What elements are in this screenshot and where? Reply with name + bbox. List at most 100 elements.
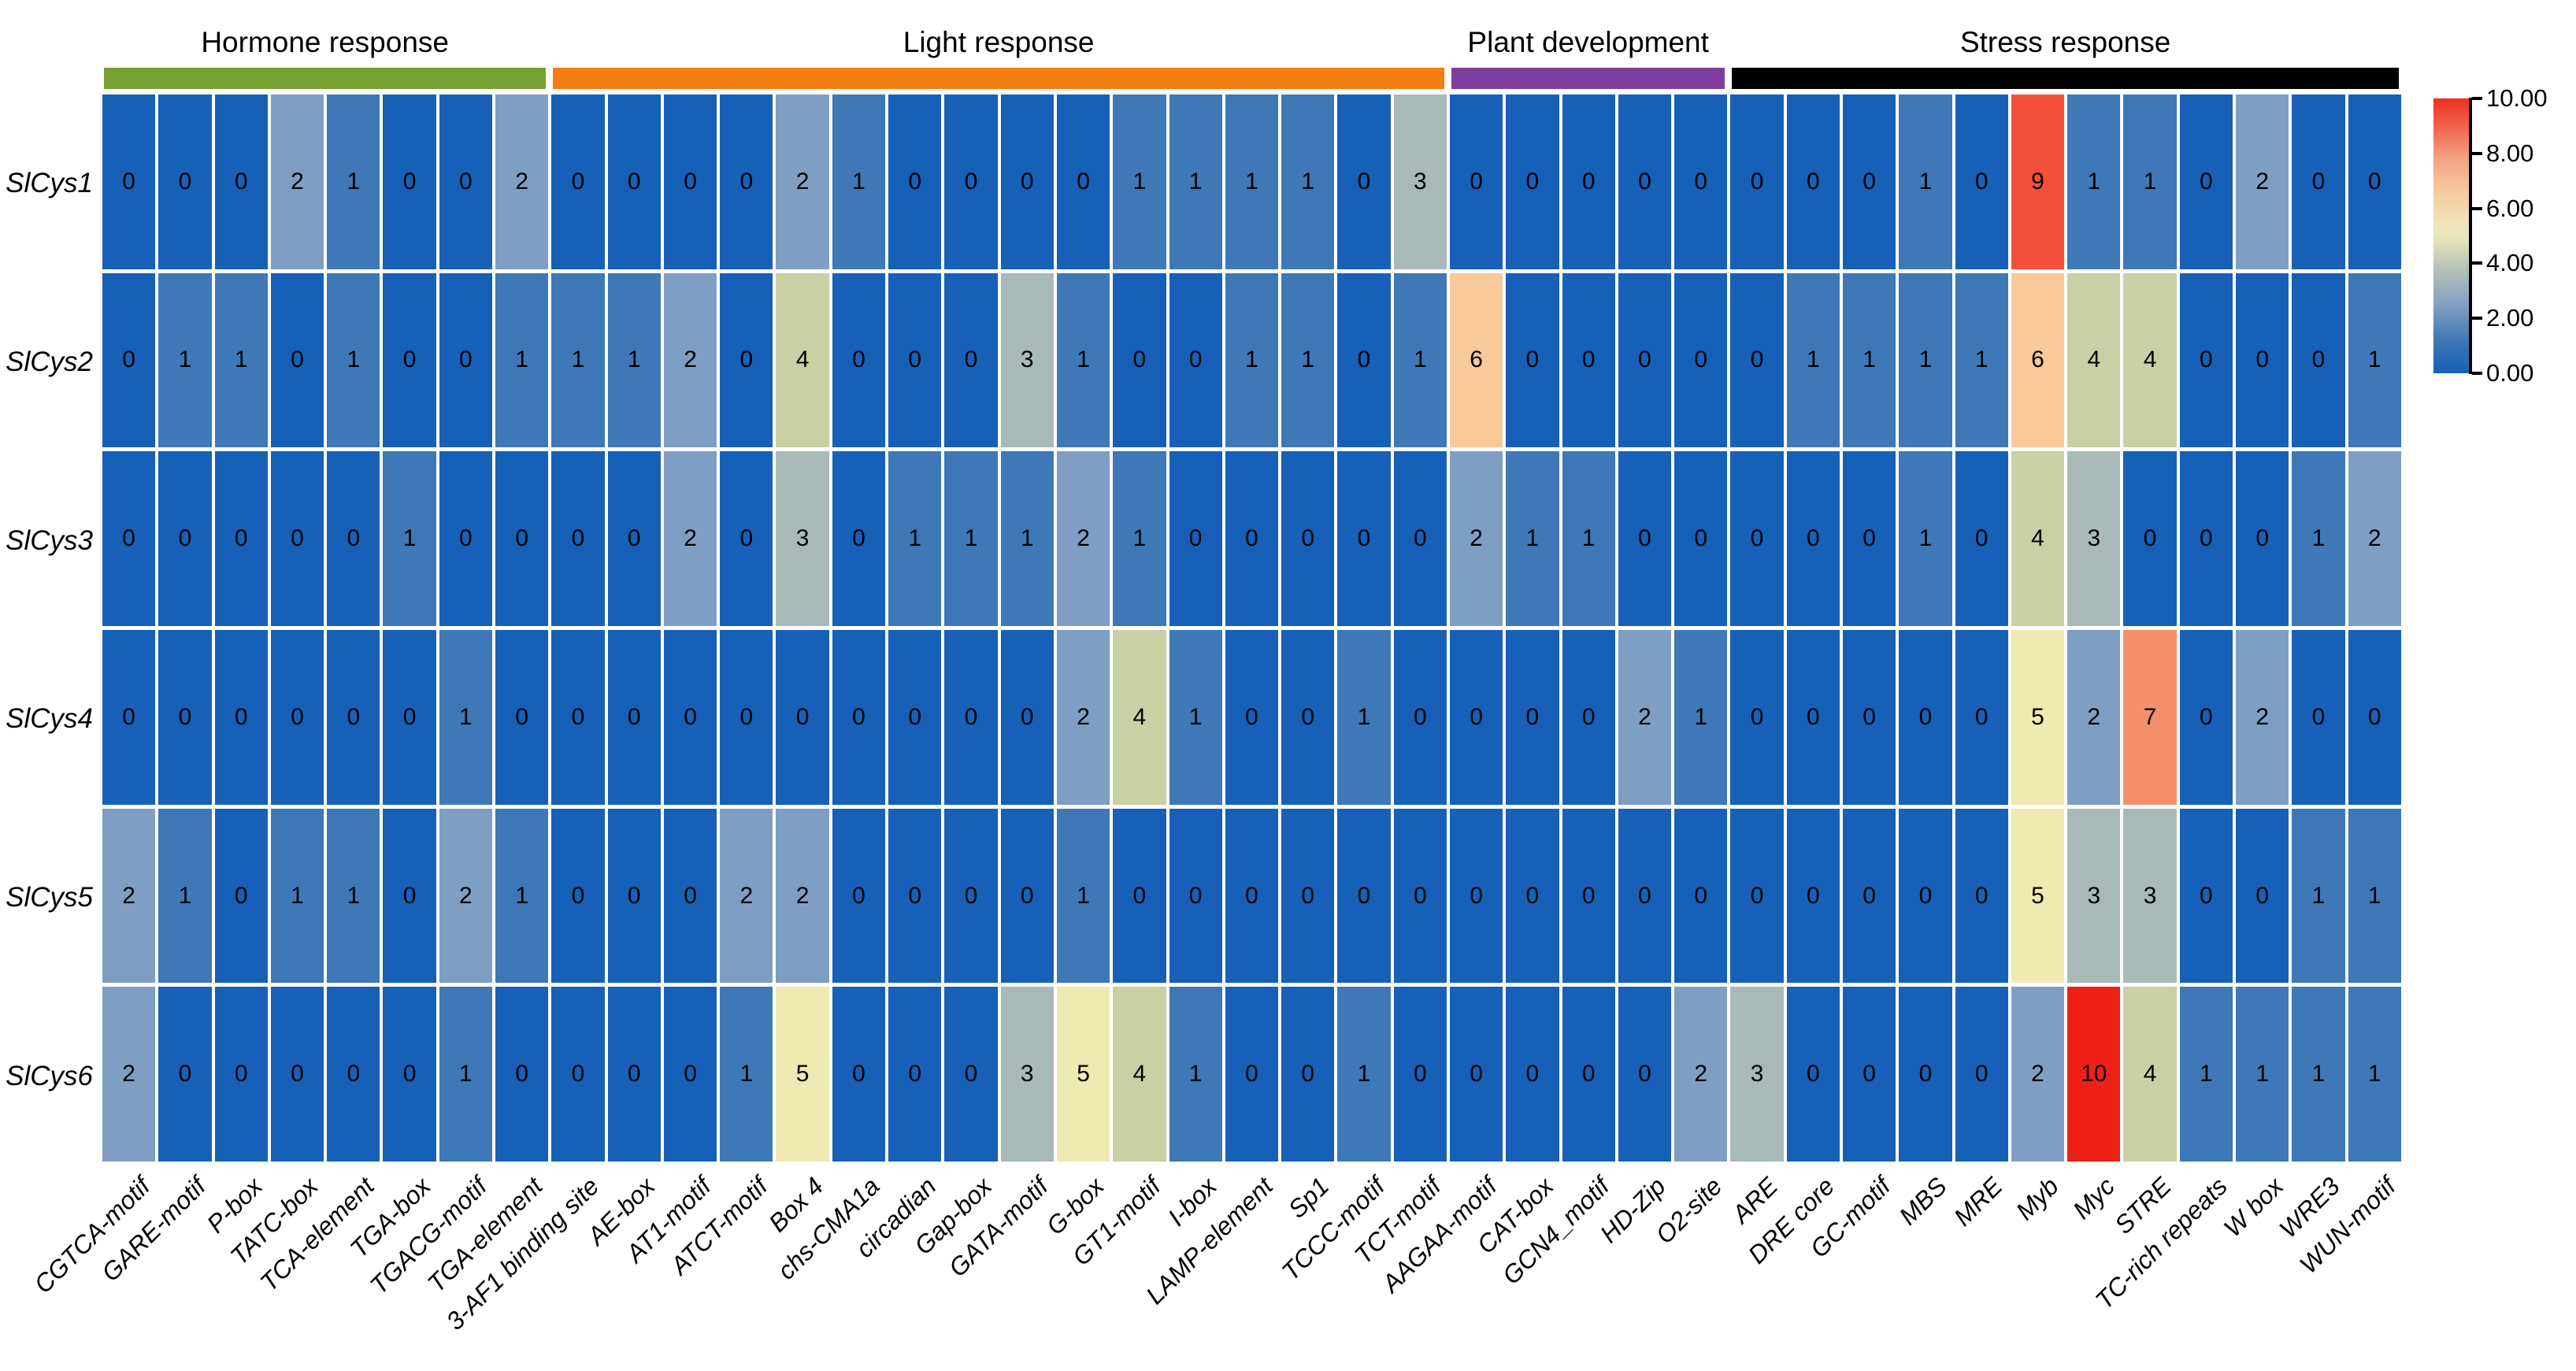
heatmap-cell: 2 <box>720 808 773 984</box>
heatmap-cell: 2 <box>1618 630 1672 805</box>
heatmap-cell: 0 <box>1506 630 1559 805</box>
heatmap-cell: 0 <box>2236 808 2289 984</box>
heatmap-cell: 0 <box>214 808 268 984</box>
heatmap-cell: 0 <box>383 987 436 1162</box>
heatmap-cell: 1 <box>607 272 661 448</box>
heatmap-cell: 0 <box>1730 630 1784 805</box>
heatmap-cell: 1 <box>2348 808 2401 984</box>
heatmap-cell: 0 <box>1786 451 1840 626</box>
heatmap-cell: 0 <box>1000 630 1054 805</box>
colorbar-tick-label: 4.00 <box>2486 249 2534 277</box>
heatmap-cell: 0 <box>1562 272 1615 448</box>
heatmap-cell: 0 <box>270 272 324 448</box>
heatmap-cell: 0 <box>1281 630 1335 805</box>
heatmap-cell: 0 <box>1169 272 1222 448</box>
category-bar-plant-development <box>1451 68 1725 89</box>
heatmap-cell: 1 <box>495 808 549 984</box>
heatmap-cell: 0 <box>1674 94 1728 269</box>
heatmap-cell: 0 <box>1730 808 1784 984</box>
heatmap-cell: 1 <box>158 272 212 448</box>
category-title: Hormone response <box>201 26 449 58</box>
heatmap-cell: 2 <box>776 808 829 984</box>
heatmap-cell: 1 <box>383 451 436 626</box>
heatmap-cell: 1 <box>1674 630 1728 805</box>
heatmap-cell: 1 <box>214 272 268 448</box>
heatmap-cell: 0 <box>2179 630 2233 805</box>
heatmap-cell: 0 <box>888 808 942 984</box>
colorbar-tick <box>2472 261 2482 265</box>
heatmap-cell: 2 <box>2011 987 2065 1162</box>
heatmap-cell: 1 <box>832 94 886 269</box>
heatmap-cell: 1 <box>1899 272 1952 448</box>
heatmap-cell: 0 <box>102 272 156 448</box>
category-title: Stress response <box>1959 26 2171 58</box>
heatmap-cell: 0 <box>832 630 886 805</box>
heatmap-cell: 0 <box>1000 94 1054 269</box>
colorbar-tick-label: 2.00 <box>2486 304 2534 332</box>
heatmap-cell: 1 <box>1169 94 1222 269</box>
heatmap-cell: 3 <box>2067 451 2121 626</box>
heatmap-cell: 0 <box>1674 272 1728 448</box>
heatmap-cell: 1 <box>1899 94 1952 269</box>
heatmap-cell: 1 <box>1113 451 1166 626</box>
heatmap-cell: 1 <box>2067 94 2121 269</box>
heatmap-cell: 1 <box>1281 272 1335 448</box>
heatmap-cell: 0 <box>888 94 942 269</box>
heatmap-cell: 0 <box>439 94 493 269</box>
heatmap-cell: 0 <box>1618 808 1672 984</box>
heatmap-cell: 0 <box>888 272 942 448</box>
heatmap-cell: 4 <box>2067 272 2121 448</box>
heatmap-cell: 1 <box>2348 272 2401 448</box>
heatmap-cell: 3 <box>2067 808 2121 984</box>
heatmap-cell: 0 <box>1562 808 1615 984</box>
heatmap-cell: 1 <box>1393 272 1447 448</box>
heatmap-cell: 4 <box>2123 272 2177 448</box>
heatmap-cell: 0 <box>102 630 156 805</box>
heatmap-cell: 0 <box>495 630 549 805</box>
heatmap-cell: 0 <box>1337 451 1391 626</box>
heatmap-cell: 1 <box>2292 451 2345 626</box>
heatmap-cell: 0 <box>1449 630 1503 805</box>
heatmap-cell: 2 <box>776 94 829 269</box>
heatmap-cell: 0 <box>214 630 268 805</box>
heatmap-cell: 1 <box>2348 987 2401 1162</box>
heatmap-cell: 0 <box>270 987 324 1162</box>
colorbar-gradient <box>2433 98 2469 373</box>
heatmap-cell: 1 <box>1337 630 1391 805</box>
heatmap-cell: 0 <box>214 451 268 626</box>
col-label-MBS: MBS <box>1892 1172 1952 1231</box>
heatmap-cell: 0 <box>1955 94 2008 269</box>
heatmap-cell: 1 <box>1842 272 1896 448</box>
colorbar-tick-label: 8.00 <box>2486 139 2534 167</box>
heatmap-cell: 1 <box>1113 94 1166 269</box>
heatmap-cell: 3 <box>1000 272 1054 448</box>
heatmap-cell: 2 <box>663 451 717 626</box>
heatmap-cell: 2 <box>663 272 717 448</box>
heatmap-cell: 0 <box>1786 94 1840 269</box>
heatmap-cell: 1 <box>2123 94 2177 269</box>
heatmap-cell: 0 <box>1113 272 1166 448</box>
heatmap-cell: 0 <box>1842 94 1896 269</box>
heatmap-cell: 0 <box>1393 808 1447 984</box>
heatmap-cell: 0 <box>439 451 493 626</box>
heatmap-cell: 0 <box>1169 808 1222 984</box>
row-label-SlCys6: SlCys6 <box>6 1060 93 1091</box>
heatmap-cell: 0 <box>270 630 324 805</box>
heatmap-cell: 0 <box>1618 94 1672 269</box>
heatmap-cell: 0 <box>1899 808 1952 984</box>
heatmap-cell: 0 <box>944 630 998 805</box>
heatmap-cell: 0 <box>1281 451 1335 626</box>
heatmap-cell: 0 <box>832 451 886 626</box>
heatmap-cell: 0 <box>327 987 380 1162</box>
heatmap-cell: 1 <box>1225 94 1279 269</box>
heatmap-cell: 1 <box>1955 272 2008 448</box>
heatmap-cell: 0 <box>607 94 661 269</box>
heatmap-cell: 0 <box>1842 630 1896 805</box>
heatmap-cell: 1 <box>1786 272 1840 448</box>
heatmap-cell: 2 <box>1056 630 1110 805</box>
heatmap-cell: 0 <box>1337 94 1391 269</box>
category-title: Plant development <box>1467 26 1709 58</box>
colorbar-tick-label: 10.00 <box>2486 84 2548 112</box>
heatmap-cell: 0 <box>1337 272 1391 448</box>
row-label-SlCys4: SlCys4 <box>6 703 93 735</box>
